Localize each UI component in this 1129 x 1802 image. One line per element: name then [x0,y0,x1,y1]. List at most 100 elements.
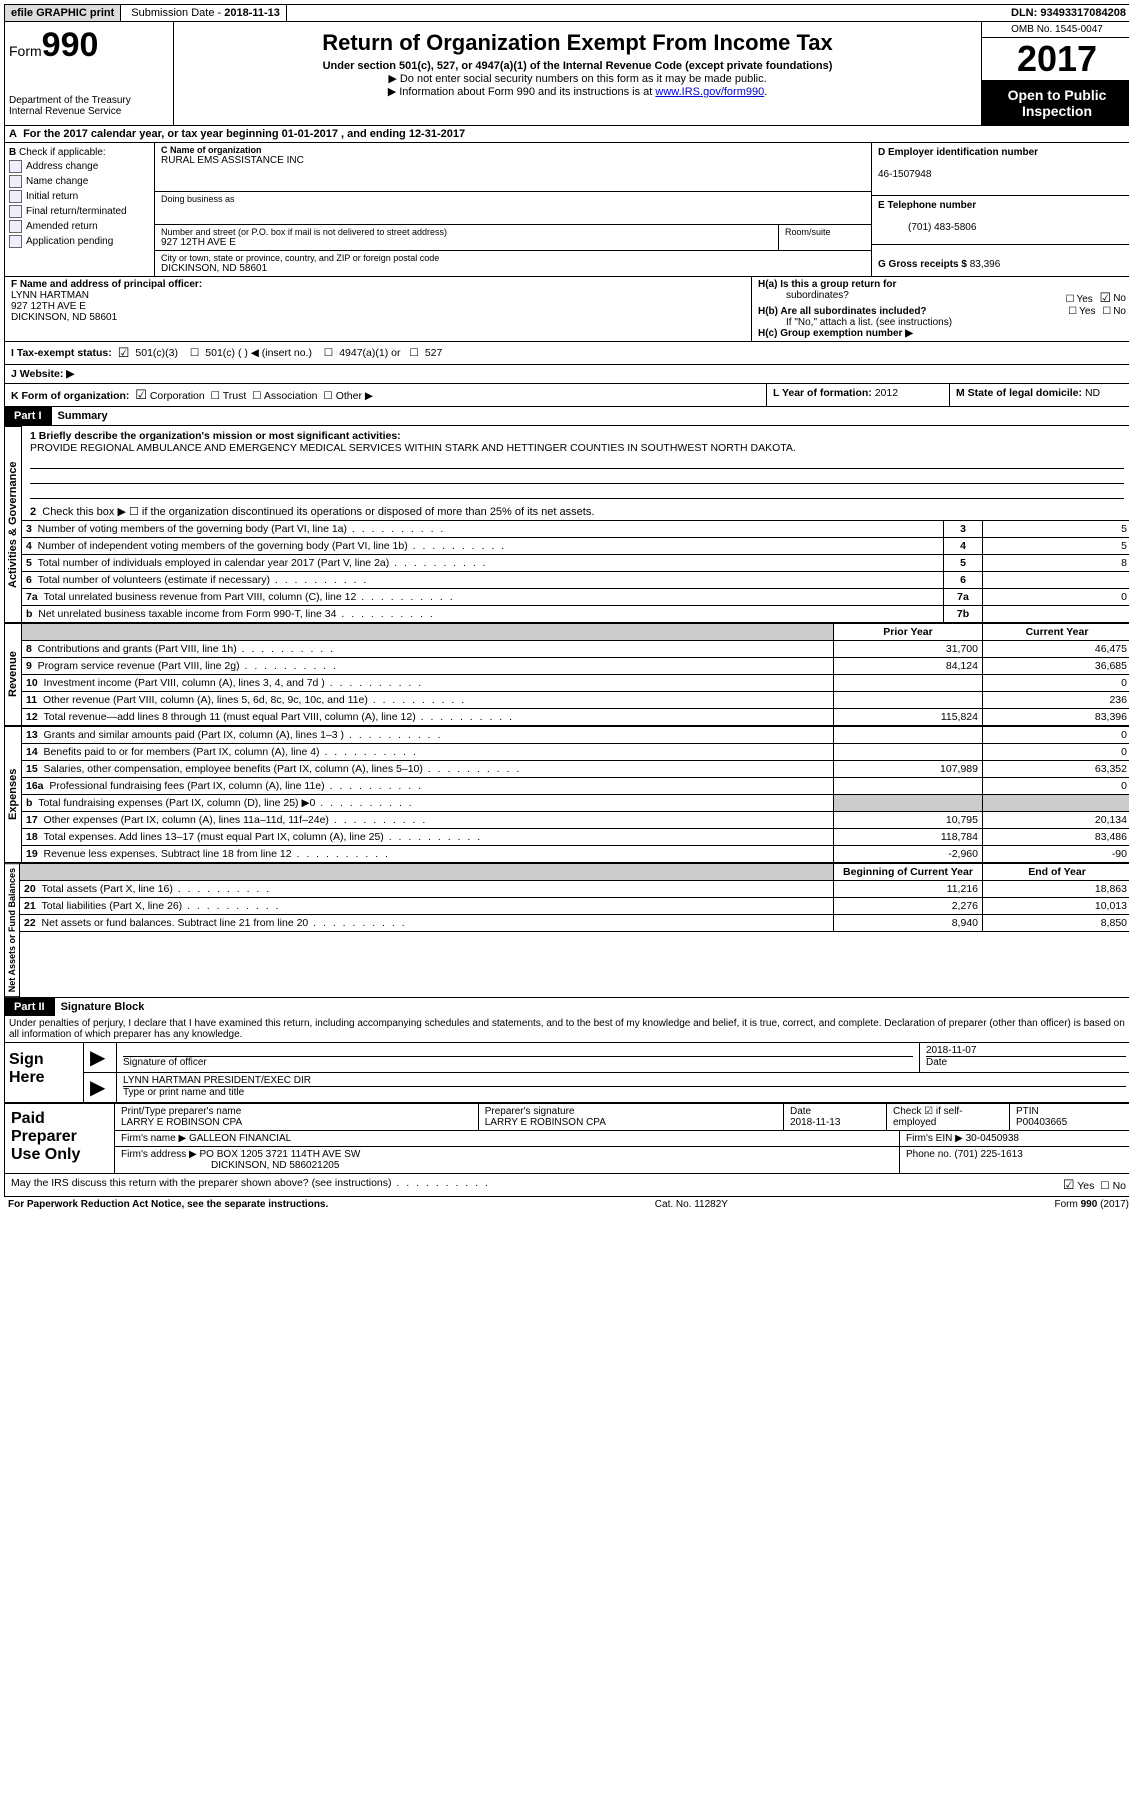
checkmark-icon: ☑ [1063,1177,1075,1192]
form-prefix: Form [9,43,42,59]
footer-form: Form 990 (2017) [1055,1199,1129,1210]
efile-print-button[interactable]: efile GRAPHIC print [5,5,121,21]
checkmark-icon: ☑ [1100,290,1112,306]
sig-date-value: 2018-11-07 [926,1045,1126,1057]
officer-box: F Name and address of principal officer:… [5,277,752,341]
gross-receipts: G Gross receipts $ 83,396 [872,245,1129,274]
prep-check-label: Check ☑ if self-employed [893,1106,963,1128]
officer-name: LYNN HARTMAN [11,290,89,301]
city-label: City or town, state or province, country… [161,253,865,263]
checkbox-icon [9,235,22,248]
line-k: K Form of organization: ☑ Corporation ☐ … [5,384,767,406]
blank-line [30,454,1124,469]
prep-date-label: Date [790,1106,811,1117]
line-l: L Year of formation: 2012 [767,384,950,406]
sig-date: 2018-11-07Date [920,1043,1129,1072]
table-row: 8 Contributions and grants (Part VIII, l… [22,641,1129,658]
officer-name-title: LYNN HARTMAN PRESIDENT/EXEC DIR [123,1075,1126,1087]
table-row: b Net unrelated business taxable income … [22,606,1129,623]
firm-name: Firm's name ▶ GALLEON FINANCIAL [115,1131,900,1146]
chk-final-return[interactable]: Final return/terminated [9,205,150,218]
m-label: M State of legal domicile: [956,387,1082,399]
table-row: 14 Benefits paid to or for members (Part… [22,744,1129,761]
paid-prep-label: Paid Preparer Use Only [5,1104,115,1173]
col-c: C Name of organization RURAL EMS ASSISTA… [155,143,872,276]
firm-phone: Phone no. (701) 225-1613 [900,1147,1129,1173]
prep-selfemp: Check ☑ if self-employed [887,1104,1010,1130]
discuss-yes[interactable]: Yes [1077,1180,1094,1192]
ag-table: 3 Number of voting members of the govern… [22,520,1129,623]
hb-yes[interactable]: ☐Yes [1068,306,1095,317]
ha-no[interactable]: ☑No [1100,290,1126,306]
checkbox-icon [9,160,22,173]
table-row: 21 Total liabilities (Part X, line 26)2,… [20,898,1129,915]
opt-amended: Amended return [26,221,98,232]
chk-initial-return[interactable]: Initial return [9,190,150,203]
ein-box: D Employer identification number 46-1507… [872,143,1129,196]
rev-section: Revenue Prior YearCurrent Year8 Contribu… [4,623,1129,726]
prep-date-value: 2018-11-13 [790,1117,840,1128]
mission-text: PROVIDE REGIONAL AMBULANCE AND EMERGENCY… [30,442,1124,454]
part2-header: Part II Signature Block [4,998,1129,1016]
header-left: Form990 Department of the Treasury Inter… [5,22,174,125]
ein-value: 46-1507948 [878,169,931,180]
opt-address: Address change [26,161,98,172]
hb-no[interactable]: ☐No [1102,306,1126,317]
table-row: 9 Program service revenue (Part VIII, li… [22,658,1129,675]
arrow-icon: ▶ [84,1073,117,1102]
header-center: Return of Organization Exempt From Incom… [174,22,982,125]
table-row: 12 Total revenue—add lines 8 through 11 … [22,709,1129,726]
l-label: L Year of formation: [773,387,875,399]
city-value: DICKINSON, ND 58601 [161,263,865,274]
side-label-na: Net Assets or Fund Balances [5,863,20,997]
na-section: Net Assets or Fund Balances Beginning of… [4,863,1129,998]
page-footer: For Paperwork Reduction Act Notice, see … [4,1197,1129,1212]
h-c: H(c) Group exemption number ▶ [758,328,1126,339]
line-m: M State of legal domicile: ND [950,384,1129,406]
prep-sig-label: Preparer's signature [485,1106,575,1117]
table-row: 7a Total unrelated business revenue from… [22,589,1129,606]
checkbox-icon [9,205,22,218]
table-row: 20 Total assets (Part X, line 16)11,2161… [20,881,1129,898]
dln-value: 93493317084208 [1040,7,1126,19]
table-row: 17 Other expenses (Part IX, column (A), … [22,812,1129,829]
firm-ein-value: 30-0450938 [966,1133,1019,1144]
rev-table: Prior YearCurrent Year8 Contributions an… [22,623,1129,726]
table-row: 11 Other revenue (Part VIII, column (A),… [22,692,1129,709]
part2-title: Signature Block [55,998,151,1016]
submission-date-label: Submission Date - [131,7,224,19]
k-trust: Trust [223,390,247,402]
open-line1: Open to Public [1008,87,1107,103]
side-label-exp: Expenses [5,726,22,863]
i-501c: 501(c) ( ) ◀ (insert no.) [205,347,312,359]
exp-section: Expenses 13 Grants and similar amounts p… [4,726,1129,863]
penalty-text: Under penalties of perjury, I declare th… [4,1016,1129,1043]
table-row: 3 Number of voting members of the govern… [22,521,1129,538]
dept-irs: Internal Revenue Service [9,106,169,117]
i-label: I Tax-exempt status: [11,347,112,359]
k-assoc: Association [264,390,318,402]
sign-here-label: Sign Here [5,1043,84,1102]
table-header-row: Beginning of Current YearEnd of Year [20,864,1129,881]
part1-label: Part I [4,407,52,425]
officer-addr1: 927 12TH AVE E [11,301,86,312]
line-a-text: For the 2017 calendar year, or tax year … [23,128,465,140]
gross-label: G Gross receipts $ [878,259,970,270]
table-row: b Total fundraising expenses (Part IX, c… [22,795,1129,812]
prep-sig: Preparer's signatureLARRY E ROBINSON CPA [479,1104,784,1130]
chk-app-pending[interactable]: Application pending [9,235,150,248]
discuss-no[interactable]: No [1113,1180,1126,1192]
discuss-row: May the IRS discuss this return with the… [4,1174,1129,1197]
note-instructions: ▶ Information about Form 990 and its ins… [182,85,973,98]
line-a: A For the 2017 calendar year, or tax yea… [5,126,1129,143]
chk-name-change[interactable]: Name change [9,175,150,188]
ha-yes[interactable]: ☐Yes [1065,294,1092,305]
chk-amended[interactable]: Amended return [9,220,150,233]
col-b: B Check if applicable: Address change Na… [5,143,155,276]
firm-ein-label: Firm's EIN ▶ [906,1133,966,1144]
j-label: J Website: ▶ [11,368,74,380]
chk-address-change[interactable]: Address change [9,160,150,173]
irs-link[interactable]: www.IRS.gov/form990 [655,86,764,98]
entity-section: A For the 2017 calendar year, or tax yea… [4,126,1129,407]
note-instructions-pre: ▶ Information about Form 990 and its ins… [388,86,656,98]
